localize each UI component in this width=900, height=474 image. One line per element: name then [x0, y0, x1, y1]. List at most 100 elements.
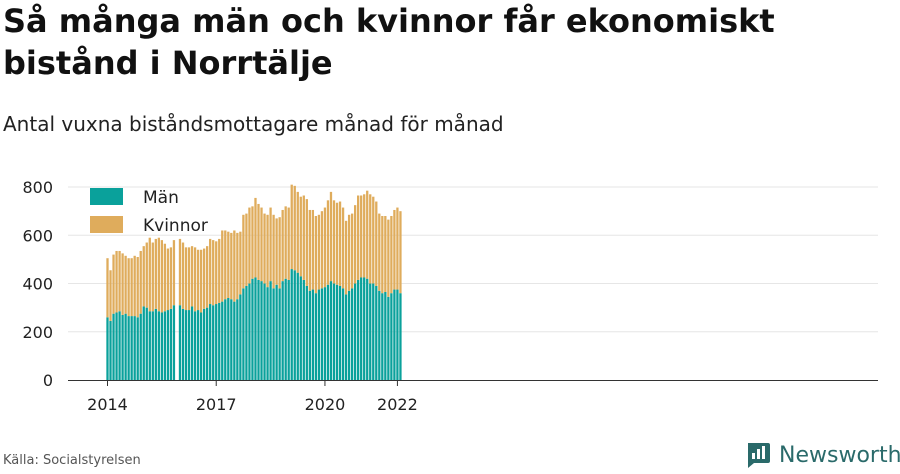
bar-man[interactable]: [287, 279, 290, 380]
bar-man[interactable]: [254, 277, 257, 381]
bar-kvinnor[interactable]: [360, 195, 363, 278]
bar-kvinnor[interactable]: [263, 213, 266, 284]
bar-man[interactable]: [224, 299, 227, 380]
bar-kvinnor[interactable]: [350, 213, 354, 289]
bar-man[interactable]: [323, 287, 327, 380]
bar-kvinnor[interactable]: [209, 238, 212, 305]
bar-kvinnor[interactable]: [335, 202, 339, 285]
bar-man[interactable]: [341, 288, 345, 380]
bar-man[interactable]: [338, 285, 342, 380]
bar-kvinnor[interactable]: [326, 200, 330, 285]
bar-kvinnor[interactable]: [384, 216, 387, 292]
bar-man[interactable]: [215, 304, 218, 380]
bar-kvinnor[interactable]: [338, 201, 342, 286]
bar-kvinnor[interactable]: [357, 195, 360, 280]
bar-man[interactable]: [284, 278, 287, 380]
bar-man[interactable]: [178, 305, 182, 380]
bar-kvinnor[interactable]: [381, 216, 384, 294]
bar-kvinnor[interactable]: [166, 248, 170, 311]
bar-kvinnor[interactable]: [187, 247, 191, 311]
bar-kvinnor[interactable]: [363, 194, 366, 278]
bar-kvinnor[interactable]: [133, 255, 136, 317]
bar-man[interactable]: [199, 312, 203, 380]
bar-kvinnor[interactable]: [190, 246, 194, 307]
bar-kvinnor[interactable]: [115, 250, 118, 313]
bar-man[interactable]: [302, 279, 305, 380]
bar-kvinnor[interactable]: [353, 205, 357, 284]
bar-man[interactable]: [236, 299, 239, 380]
bar-man[interactable]: [314, 293, 318, 380]
bar-man[interactable]: [353, 283, 357, 380]
bar-kvinnor[interactable]: [181, 242, 185, 309]
bar-kvinnor[interactable]: [369, 194, 372, 284]
bar-man[interactable]: [384, 291, 387, 380]
bar-kvinnor[interactable]: [308, 209, 311, 291]
bar-kvinnor[interactable]: [127, 258, 130, 317]
bar-kvinnor[interactable]: [305, 199, 308, 286]
bar-kvinnor[interactable]: [378, 213, 381, 291]
bar-kvinnor[interactable]: [242, 214, 245, 289]
bar-man[interactable]: [106, 317, 109, 380]
bar-kvinnor[interactable]: [296, 191, 299, 273]
bar-kvinnor[interactable]: [221, 230, 224, 302]
bar-kvinnor[interactable]: [121, 253, 124, 315]
bar-kvinnor[interactable]: [275, 218, 278, 285]
bar-man[interactable]: [172, 305, 176, 380]
bar-kvinnor[interactable]: [393, 209, 396, 290]
bar-kvinnor[interactable]: [366, 190, 369, 279]
bar-kvinnor[interactable]: [317, 214, 321, 290]
bar-man[interactable]: [157, 311, 160, 380]
bar-kvinnor[interactable]: [136, 257, 139, 318]
bar-kvinnor[interactable]: [233, 230, 236, 302]
bar-kvinnor[interactable]: [230, 232, 233, 300]
bar-kvinnor[interactable]: [212, 240, 215, 306]
bar-man[interactable]: [248, 283, 251, 380]
bar-kvinnor[interactable]: [178, 238, 182, 306]
bar-kvinnor[interactable]: [302, 195, 305, 280]
bar-man[interactable]: [317, 289, 321, 380]
bar-man[interactable]: [112, 313, 115, 380]
bar-kvinnor[interactable]: [106, 258, 109, 318]
bar-kvinnor[interactable]: [145, 242, 148, 308]
bar-man[interactable]: [293, 270, 296, 380]
bar-man[interactable]: [332, 283, 336, 380]
bar-man[interactable]: [209, 304, 212, 380]
bar-kvinnor[interactable]: [245, 213, 248, 286]
bar-kvinnor[interactable]: [269, 207, 272, 282]
bar-kvinnor[interactable]: [154, 238, 157, 309]
bar-kvinnor[interactable]: [215, 241, 218, 305]
bar-man[interactable]: [393, 289, 396, 380]
bar-man[interactable]: [139, 313, 142, 380]
bar-man[interactable]: [326, 284, 330, 380]
bar-kvinnor[interactable]: [314, 216, 318, 294]
bar-man[interactable]: [221, 301, 224, 380]
bar-man[interactable]: [245, 285, 248, 380]
bar-man[interactable]: [290, 269, 293, 380]
bar-man[interactable]: [260, 281, 263, 380]
bar-man[interactable]: [160, 312, 164, 380]
bar-man[interactable]: [278, 288, 281, 380]
bar-man[interactable]: [296, 272, 299, 380]
bar-man[interactable]: [305, 285, 308, 380]
bar-kvinnor[interactable]: [332, 200, 336, 284]
bar-kvinnor[interactable]: [130, 258, 133, 317]
bar-man[interactable]: [390, 293, 393, 380]
bar-man[interactable]: [378, 290, 381, 380]
bar-man[interactable]: [275, 284, 278, 380]
bar-kvinnor[interactable]: [260, 207, 263, 282]
bar-kvinnor[interactable]: [169, 247, 173, 309]
bar-man[interactable]: [202, 308, 206, 380]
bar-kvinnor[interactable]: [390, 216, 393, 294]
bar-kvinnor[interactable]: [278, 217, 281, 289]
bar-man[interactable]: [142, 306, 145, 380]
bar-man[interactable]: [166, 310, 170, 380]
bar-kvinnor[interactable]: [272, 214, 275, 289]
bar-kvinnor[interactable]: [251, 206, 254, 279]
bar-kvinnor[interactable]: [112, 254, 115, 314]
bar-kvinnor[interactable]: [347, 214, 351, 291]
bar-man[interactable]: [239, 294, 242, 380]
bar-kvinnor[interactable]: [311, 209, 315, 290]
bar-kvinnor[interactable]: [224, 230, 227, 300]
bar-kvinnor[interactable]: [160, 240, 164, 313]
bar-kvinnor[interactable]: [239, 231, 242, 295]
